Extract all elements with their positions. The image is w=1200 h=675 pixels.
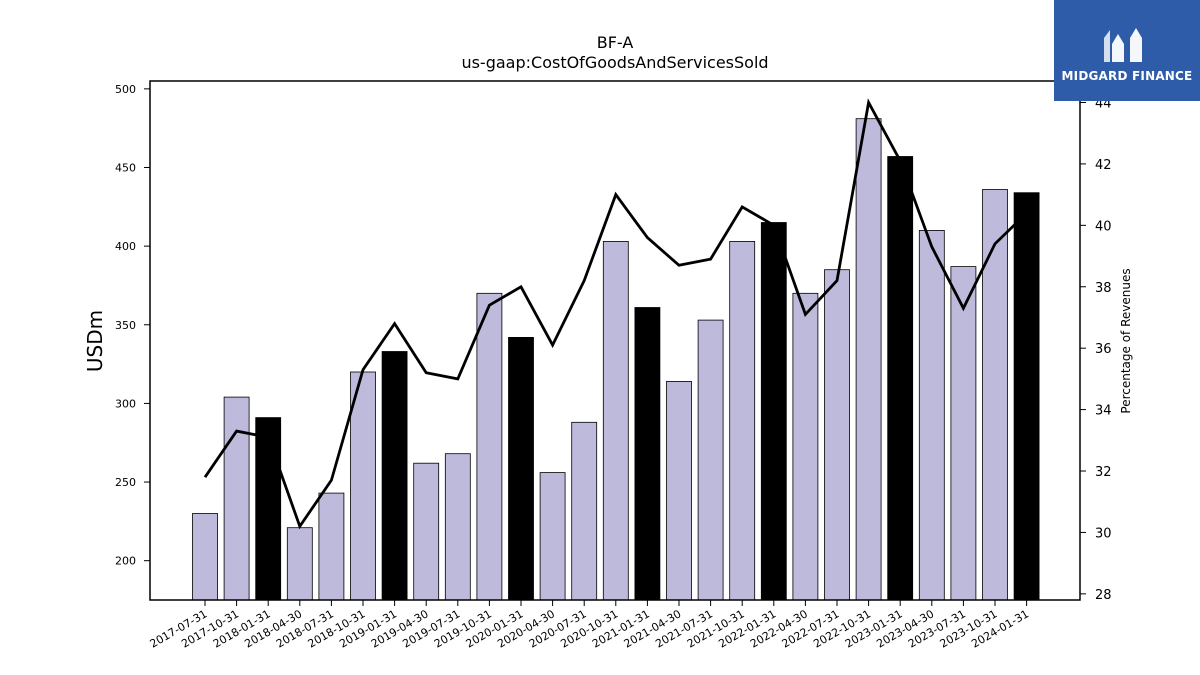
bar-2018-10-31 (350, 371, 376, 601)
bar-2018-01-31 (255, 417, 282, 601)
bars-layer (192, 118, 1040, 601)
bar-2020-04-30 (539, 472, 566, 601)
bar-2019-10-31 (476, 292, 503, 601)
bar-2017-07-31 (192, 513, 218, 601)
bar-2023-04-30 (918, 229, 945, 601)
bar-2022-04-30 (792, 292, 819, 601)
x-axis: 2017-07-312017-10-312018-01-312018-04-30… (148, 600, 1031, 651)
bar-2024-01-31 (1013, 192, 1040, 601)
y2-tick-label: 40 (1095, 219, 1112, 234)
chart-title: BF-A (597, 33, 634, 52)
y2-tick-label: 32 (1095, 465, 1112, 480)
bar-2020-07-31 (571, 421, 598, 601)
left-axis: 200 250 300 350 400 450 500 (115, 83, 150, 568)
bar-2023-01-31 (887, 156, 914, 601)
y-tick-label: 500 (115, 83, 136, 96)
y2-axis-label: Percentage of Revenues (1119, 268, 1133, 413)
y2-tick-label: 38 (1095, 281, 1112, 296)
logo-text: MIDGARD FINANCE (1061, 69, 1193, 83)
bar-2022-01-31 (760, 222, 787, 601)
plot-frame (149, 80, 1081, 601)
bar-2022-10-31 (855, 118, 882, 601)
y-tick-label: 300 (115, 397, 136, 410)
y-tick-label: 250 (115, 476, 136, 489)
y2-tick-label: 34 (1095, 404, 1112, 419)
y-tick-label: 350 (115, 319, 136, 332)
bar-2021-10-31 (729, 240, 756, 601)
y2-tick-label: 28 (1095, 588, 1112, 603)
bar-2019-07-31 (444, 453, 471, 601)
bar-2022-07-31 (824, 269, 850, 601)
y-tick-label: 200 (115, 555, 136, 568)
bar-2021-01-31 (634, 307, 661, 601)
midgard-finance-logo: MIDGARD FINANCE (1054, 0, 1200, 101)
bar-2019-01-31 (381, 351, 408, 601)
bar-2020-01-31 (508, 336, 534, 601)
bar-2021-04-30 (666, 380, 692, 601)
percentage-line (203, 98, 1028, 530)
y2-tick-label: 30 (1095, 526, 1112, 541)
y-axis-label: USDm (83, 310, 107, 372)
y-tick-label: 400 (115, 240, 136, 253)
line-layer (203, 98, 1028, 530)
y-tick-label: 450 (115, 162, 136, 175)
bar-2021-07-31 (697, 319, 724, 601)
bar-2023-07-31 (950, 266, 977, 601)
bar-2020-10-31 (602, 240, 629, 601)
bar-2019-04-30 (413, 462, 440, 601)
bar-2018-07-31 (318, 492, 345, 601)
chart-subtitle: us-gaap:CostOfGoodsAndServicesSold (461, 53, 768, 72)
y2-tick-label: 42 (1095, 158, 1112, 173)
bar-2017-10-31 (223, 396, 250, 601)
midgard-logo-icon (1104, 28, 1142, 62)
bar-2023-10-31 (982, 189, 1008, 601)
bar-2018-04-30 (286, 527, 313, 601)
y2-tick-label: 36 (1095, 342, 1112, 357)
